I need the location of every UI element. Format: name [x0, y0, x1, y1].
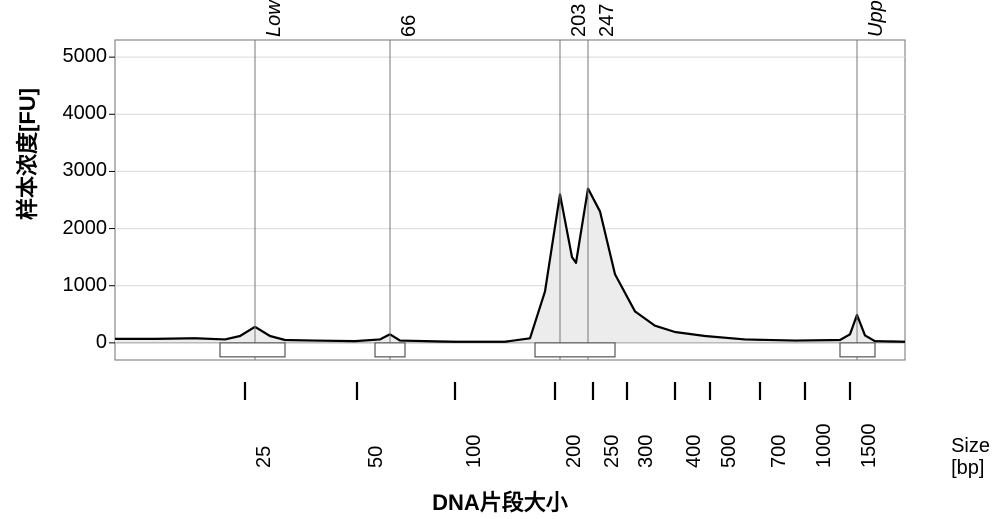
x-axis-unit-label: Size [bp]: [951, 435, 990, 479]
x-tick-label: 300: [635, 435, 658, 468]
x-tick-label: 700: [768, 435, 791, 468]
x-tick-label: 50: [365, 446, 388, 468]
x-tick-label: 500: [718, 435, 741, 468]
x-tick-label: 25: [253, 446, 276, 468]
x-axis-label: DNA片段大小: [0, 485, 1000, 517]
peak-label: 247: [596, 4, 619, 37]
peak-label: Lower: [263, 0, 286, 37]
y-tick-label: 3000: [52, 159, 107, 182]
y-tick-label: 4000: [52, 102, 107, 125]
y-axis-label: 样本浓度[FU]: [10, 88, 42, 220]
x-tick-label: 1500: [858, 424, 881, 469]
x-tick-label: 250: [601, 435, 624, 468]
y-tick-label: 0: [52, 331, 107, 354]
x-tick-label: 100: [463, 435, 486, 468]
y-tick-label: 5000: [52, 45, 107, 68]
peak-label: 203: [568, 4, 591, 37]
y-tick-label: 2000: [52, 217, 107, 240]
peak-label: 66: [398, 15, 421, 37]
x-tick-label: 200: [563, 435, 586, 468]
y-tick-label: 1000: [52, 274, 107, 297]
x-tick-label: 400: [683, 435, 706, 468]
electropherogram-chart: [55, 0, 925, 400]
peak-label: Upper: [865, 0, 888, 37]
x-tick-label: 1000: [813, 424, 836, 469]
